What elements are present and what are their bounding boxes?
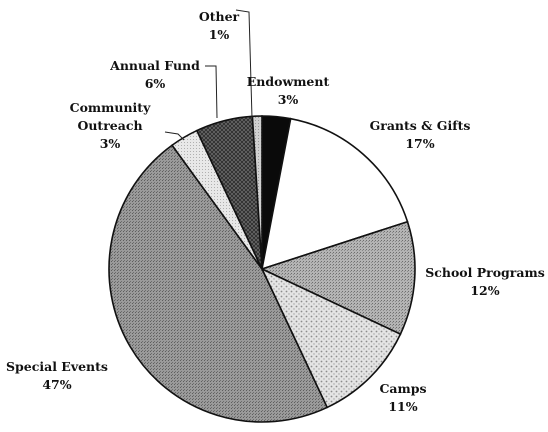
slice-name: Grants & Gifts — [370, 118, 471, 133]
slice-percent: 1% — [209, 27, 230, 42]
pie-slice-special-events — [108, 144, 329, 423]
slice-label-community-outreach: Community Outreach 3% — [70, 100, 151, 151]
slice-percent: 11% — [388, 399, 417, 414]
slice-label-school-programs: School Programs 12% — [425, 265, 545, 298]
slice-name: Other — [199, 9, 240, 24]
slice-label-other: Other 1% — [199, 9, 240, 42]
slice-label-grants-gifts: Grants & Gifts 17% — [370, 118, 471, 151]
slice-label-special-events: Special Events 47% — [6, 359, 108, 392]
slice-percent: 47% — [42, 377, 71, 392]
pie-slice-camps — [260, 267, 402, 409]
slice-name: Endowment — [247, 74, 330, 89]
slice-name: Annual Fund — [109, 58, 200, 73]
slice-name: Outreach — [77, 118, 142, 133]
slice-percent: 6% — [145, 76, 166, 91]
pie-slice-grants-gifts — [260, 117, 409, 271]
slice-label-camps: Camps 11% — [379, 381, 426, 414]
slice-label-endowment: Endowment 3% — [247, 74, 330, 107]
slice-name: Community — [70, 100, 151, 115]
slice-percent: 3% — [278, 92, 299, 107]
slice-percent: 12% — [470, 283, 499, 298]
slice-labels: Endowment 3% Grants & Gifts 17% School Progr… — [6, 9, 545, 414]
slice-name: Special Events — [6, 359, 108, 374]
slice-label-annual-fund: Annual Fund 6% — [109, 58, 200, 91]
leader-line-community-outreach — [164, 131, 185, 141]
pie-slices — [108, 115, 416, 423]
leader-lines — [164, 9, 253, 141]
slice-percent: 17% — [405, 136, 434, 151]
slice-percent: 3% — [100, 136, 121, 151]
leader-line-annual-fund — [205, 65, 218, 119]
slice-name: Camps — [379, 381, 426, 396]
leader-line-other — [235, 9, 253, 119]
pie-slice-school-programs — [259, 220, 416, 336]
slice-name: School Programs — [425, 265, 545, 280]
